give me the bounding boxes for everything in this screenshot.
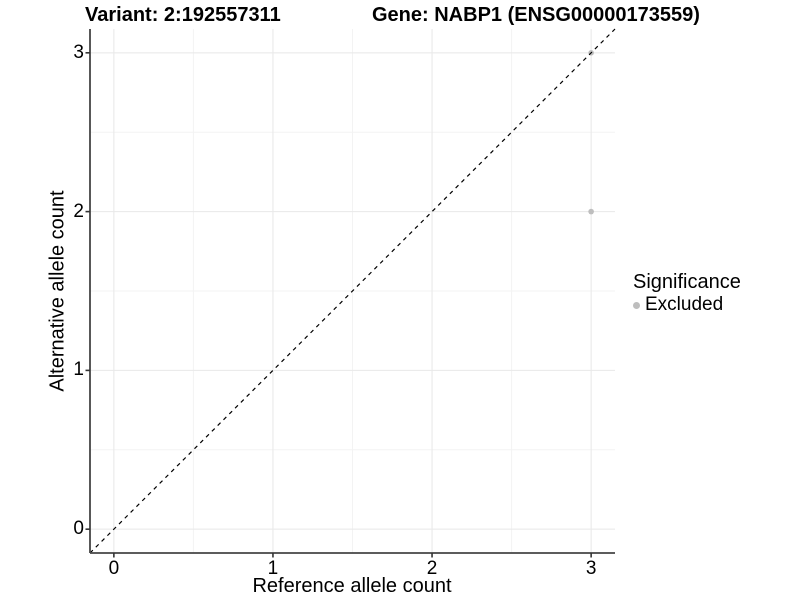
x-tick-label: 0 <box>108 558 120 579</box>
x-axis-title: Reference allele count <box>252 575 452 597</box>
plot-title-gene: Gene: NABP1 (ENSG00000173559) <box>372 4 700 26</box>
legend-key-dot-icon <box>633 301 640 309</box>
legend-title: Significance <box>633 271 741 293</box>
x-tick-label: 3 <box>585 558 597 579</box>
identity-line <box>89 28 616 554</box>
y-axis-title: Alternative allele count <box>46 190 69 392</box>
plot-title-variant: Variant: 2:192557311 <box>85 4 281 26</box>
y-tick-label: 3 <box>73 41 84 63</box>
y-tick-label: 0 <box>73 518 84 540</box>
x-tick-label: 2 <box>426 558 438 579</box>
y-tick-label: 2 <box>73 200 84 222</box>
y-tick-label: 1 <box>73 359 84 381</box>
data-point <box>588 208 594 215</box>
legend-entry-excluded: Excluded <box>633 295 741 315</box>
legend-entry-label: Excluded <box>645 294 724 315</box>
legend: Significance Excluded <box>633 271 741 315</box>
x-tick-label: 1 <box>267 558 279 579</box>
